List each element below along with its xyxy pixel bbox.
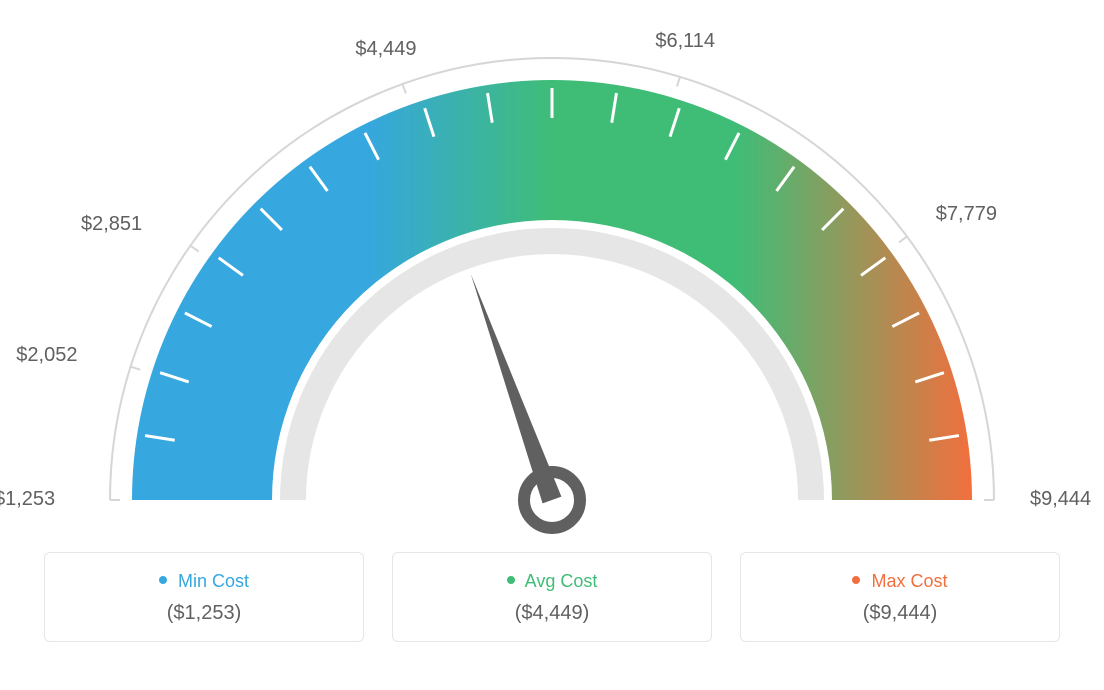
tick-label: $1,253: [0, 488, 55, 511]
tick-label: $9,444: [1030, 488, 1091, 511]
tick-label: $7,779: [936, 203, 997, 226]
legend-card-min: Min Cost ($1,253): [44, 552, 364, 642]
legend-title-avg: Avg Cost: [403, 571, 701, 592]
tick-label: $6,114: [655, 30, 715, 53]
tick-label: $4,449: [355, 38, 416, 61]
legend-title-avg-text: Avg Cost: [525, 571, 598, 591]
gauge-svg: [0, 0, 1104, 540]
dot-icon: [852, 576, 860, 584]
legend-title-max-text: Max Cost: [871, 571, 947, 591]
legend-title-min: Min Cost: [55, 571, 353, 592]
legend-title-min-text: Min Cost: [178, 571, 249, 591]
legend-title-max: Max Cost: [751, 571, 1049, 592]
dot-icon: [507, 576, 515, 584]
legend-card-avg: Avg Cost ($4,449): [392, 552, 712, 642]
legend-value-min: ($1,253): [55, 602, 353, 625]
tick-label: $2,851: [81, 213, 142, 236]
legend-card-max: Max Cost ($9,444): [740, 552, 1060, 642]
legend-value-avg: ($4,449): [403, 602, 701, 625]
dot-icon: [159, 576, 167, 584]
tick-label: $2,052: [16, 344, 77, 367]
cost-gauge-chart: $1,253 $2,052 $2,851 $4,449 $6,114 $7,779 $9,4…: [0, 0, 1104, 690]
legend-value-max: ($9,444): [751, 602, 1049, 625]
legend-row: Min Cost ($1,253) Avg Cost ($4,449) Max …: [0, 540, 1104, 642]
gauge-area: $1,253 $2,052 $2,851 $4,449 $6,114 $7,779 $9,4…: [0, 0, 1104, 540]
